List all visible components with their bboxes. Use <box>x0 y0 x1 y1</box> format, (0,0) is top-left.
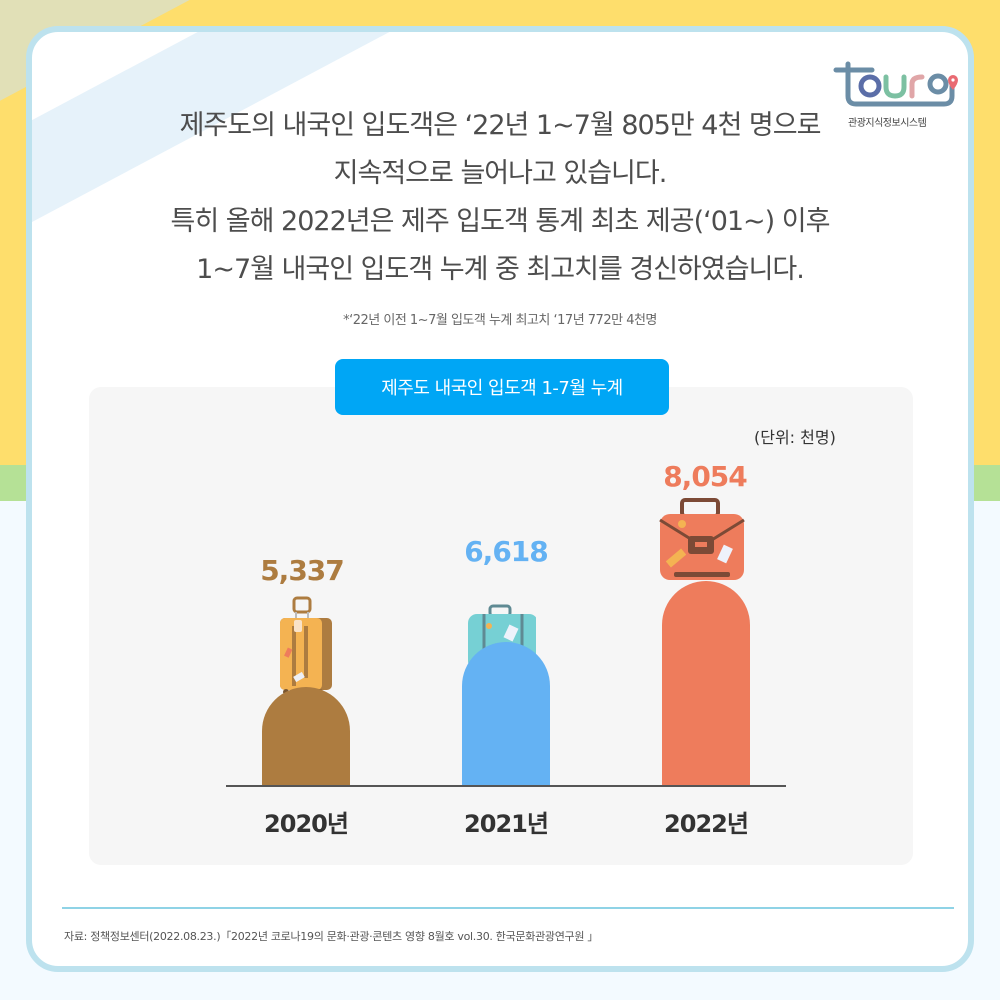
x-label-2022: 2022년 <box>664 810 749 838</box>
x-axis-baseline <box>226 785 786 787</box>
footer-divider <box>62 907 954 909</box>
logo-subtitle: 관광지식정보시스템 <box>848 118 927 129</box>
bar-2020 <box>262 687 350 785</box>
x-label-2021: 2021년 <box>464 810 549 838</box>
infographic-card: 관광지식정보시스템 제주도의 내국인 입도객은 ‘22년 1~7월 805만 4… <box>26 26 974 972</box>
briefcase-icon <box>659 498 745 580</box>
headline: 제주도의 내국인 입도객은 ‘22년 1~7월 805만 4천 명으로 지속적으… <box>32 102 968 294</box>
headline-line-1: 제주도의 내국인 입도객은 ‘22년 1~7월 805만 4천 명으로 <box>179 110 822 141</box>
bar-2021 <box>462 642 550 785</box>
x-label-2020: 2020년 <box>264 810 349 838</box>
value-label-2020: 5,337 <box>260 554 345 587</box>
value-label-2022: 8,054 <box>663 460 748 493</box>
value-label-2021: 6,618 <box>464 535 549 568</box>
headline-line-2: 지속적으로 늘어나고 있습니다. <box>333 158 668 189</box>
bar-2022 <box>662 581 750 785</box>
headline-line-3: 특히 올해 2022년은 제주 입도객 통계 최초 제공(‘01~) 이후 <box>170 206 831 237</box>
source-citation: 자료: 정책정보센터(2022.08.23.)「2022년 코로나19의 문화·… <box>64 930 599 943</box>
rolling-suitcase-icon <box>280 596 332 695</box>
footnote: *‘22년 이전 1~7월 입도객 누계 최고치 ‘17년 772만 4천명 <box>343 313 657 328</box>
tourgo-logo-icon <box>833 61 958 107</box>
unit-label: (단위: 천명) <box>754 428 836 447</box>
headline-line-4: 1~7월 내국인 입도객 누계 중 최고치를 경신하였습니다. <box>196 254 805 285</box>
chart-title: 제주도 내국인 입도객 1-7월 누계 <box>335 359 669 415</box>
